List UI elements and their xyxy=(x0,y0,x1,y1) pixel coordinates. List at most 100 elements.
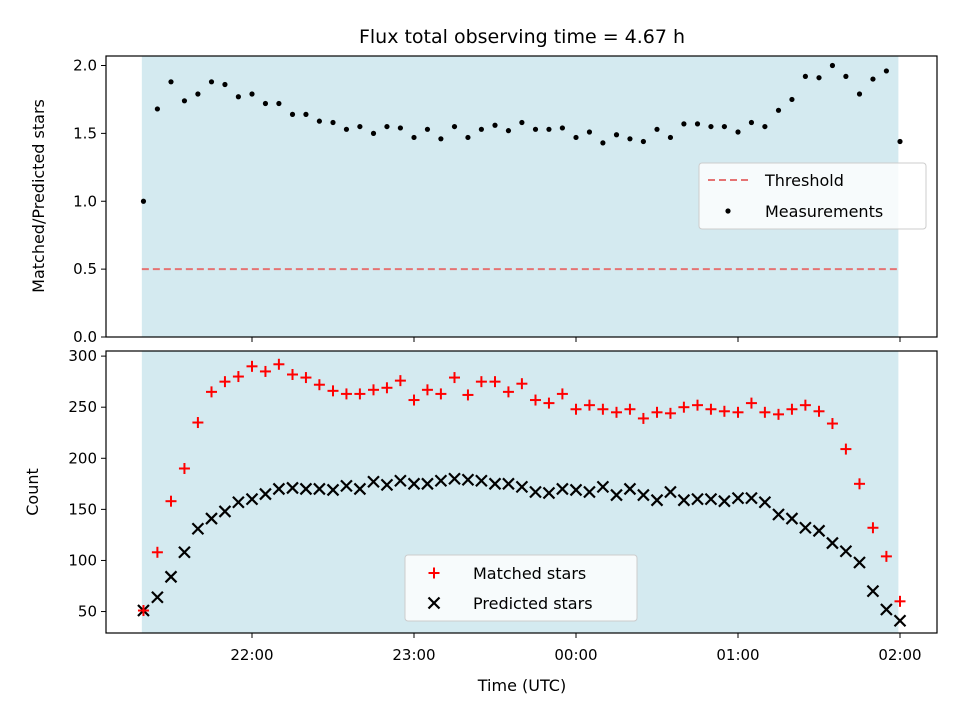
top-y-ticks: 0.0 0.5 1.0 1.5 2.0 xyxy=(73,57,106,346)
matched-stars-point xyxy=(192,417,204,429)
matched-stars-point xyxy=(151,546,163,558)
bottom-axes-frame xyxy=(105,350,938,634)
measurement-point xyxy=(235,94,241,100)
measurement-point xyxy=(735,129,741,135)
matched-stars-point xyxy=(867,522,879,534)
bottom-x-ticks: 22:00 23:00 00:00 01:00 02:00 xyxy=(230,633,922,664)
predicted-stars-point xyxy=(529,485,542,499)
matched-stars-point xyxy=(381,382,393,394)
predicted-stars-point xyxy=(812,524,826,538)
top-x-ticks xyxy=(251,337,901,342)
measurement-point xyxy=(370,130,377,136)
matched-stars-point xyxy=(206,386,217,398)
predicted-stars-point xyxy=(650,493,664,507)
matched-stars-point xyxy=(287,369,298,380)
predicted-stars-point xyxy=(515,480,529,494)
matched-stars-point xyxy=(692,399,703,411)
matched-stars-point xyxy=(894,595,906,607)
measurement-point xyxy=(667,134,674,141)
predicted-stars-point xyxy=(839,544,853,558)
predicted-stars-point xyxy=(677,493,691,507)
predicted-stars-point xyxy=(218,505,232,518)
predicted-stars-point xyxy=(569,483,583,497)
predicted-stars-point xyxy=(718,494,731,508)
measurement-point xyxy=(384,123,390,130)
measurement-point xyxy=(168,79,174,85)
predicted-stars-point xyxy=(299,482,313,496)
top-y-tick-label: 1.0 xyxy=(73,192,97,210)
measurement-point xyxy=(883,68,889,74)
legend-matched-swatch xyxy=(428,567,440,579)
matched-stars-point xyxy=(219,376,231,388)
measurement-point xyxy=(289,111,296,117)
measurement-point xyxy=(573,134,579,141)
predicted-stars-point xyxy=(259,487,272,501)
matched-stars-point xyxy=(813,405,825,417)
predicted-stars-point xyxy=(367,475,380,489)
bottom-x-tick-label: 02:00 xyxy=(878,646,921,664)
bottom-y-axis-label: Count xyxy=(23,468,42,516)
predicted-stars-point xyxy=(583,485,596,499)
matched-stars-point xyxy=(313,379,325,391)
predicted-stars-point xyxy=(556,482,569,496)
predicted-stars-point xyxy=(448,472,461,485)
measurement-point xyxy=(222,81,228,88)
measurement-point xyxy=(154,106,160,112)
measurement-point xyxy=(140,198,147,204)
measurement-point xyxy=(748,119,755,126)
matched-stars-point xyxy=(799,399,811,411)
matched-stars-point xyxy=(786,403,798,415)
matched-stars-point xyxy=(368,384,379,396)
predicted-stars-point xyxy=(421,477,434,491)
measurement-point xyxy=(411,134,417,141)
matched-stars-point xyxy=(475,376,487,388)
measurement-point xyxy=(559,125,565,131)
predicted-stars-point xyxy=(799,521,812,535)
predicted-stars-point xyxy=(502,477,515,491)
matched-stars-point xyxy=(273,358,285,370)
measurement-point xyxy=(829,62,836,69)
predicted-stars-point xyxy=(691,492,704,506)
measurement-point xyxy=(627,136,633,142)
predicted-stars-point xyxy=(407,477,421,491)
measurements-series xyxy=(140,62,903,204)
legend-predicted-swatch xyxy=(427,596,441,610)
matched-stars-point xyxy=(354,388,366,400)
measurement-point xyxy=(843,73,849,79)
measurement-point xyxy=(303,111,309,117)
measurement-point xyxy=(802,73,808,79)
measurement-point xyxy=(654,126,660,132)
bottom-y-tick-label: 300 xyxy=(68,347,97,365)
measurement-point xyxy=(397,125,403,131)
matched-stars-point xyxy=(137,605,149,617)
predicted-stars-point xyxy=(340,479,353,493)
predicted-stars-point xyxy=(542,486,556,500)
measurement-point xyxy=(640,138,646,145)
matched-stars-point xyxy=(611,406,622,418)
measurement-point xyxy=(681,121,687,127)
matched-stars-point xyxy=(583,399,595,411)
bottom-y-tick-label: 200 xyxy=(68,449,97,467)
bottom-panel: 50 100 150 200 250 300 22:00 23:00 00:00 01:00 02… xyxy=(23,347,938,695)
predicted-stars-point xyxy=(488,477,502,491)
predicted-stars-point xyxy=(475,474,488,488)
top-y-axis-label: Matched/Predicted stars xyxy=(29,99,48,293)
legend-threshold-label: Threshold xyxy=(764,171,844,190)
matched-stars-point xyxy=(718,405,730,417)
matched-stars-point xyxy=(394,375,406,387)
matched-stars-point xyxy=(637,412,649,424)
measurement-point xyxy=(708,123,714,130)
measurement-point xyxy=(613,132,620,138)
predicted-stars-point xyxy=(623,482,637,496)
measurement-point xyxy=(586,129,593,135)
matched-stars-point xyxy=(826,418,838,430)
matched-stars-series xyxy=(137,358,906,617)
matched-stars-point xyxy=(854,478,865,490)
predicted-stars-point xyxy=(772,508,785,521)
predicted-stars-point xyxy=(353,482,367,496)
matched-stars-point xyxy=(300,372,312,384)
predicted-stars-point xyxy=(731,491,745,505)
predicted-stars-point xyxy=(853,556,866,569)
matched-stars-point xyxy=(246,360,258,372)
predicted-stars-point xyxy=(758,495,772,509)
